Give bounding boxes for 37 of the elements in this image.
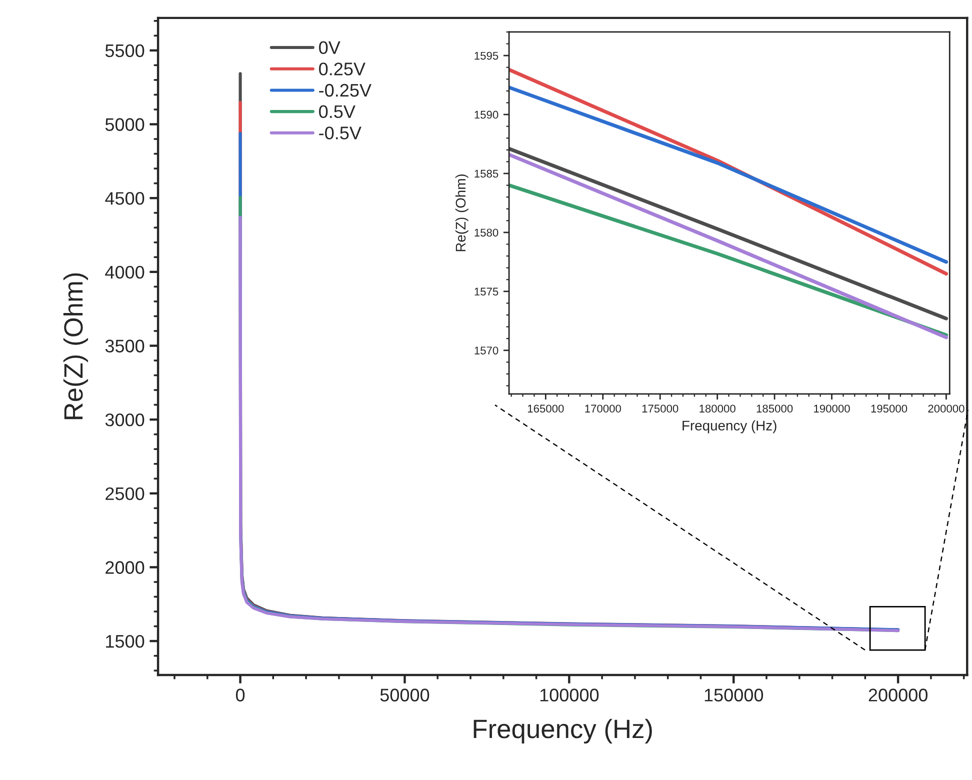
x-axis-title: Frequency (Hz): [474, 718, 652, 744]
legend-label: -0.25V: [319, 84, 372, 97]
y-tick-label: 1580: [474, 228, 498, 237]
x-tick-label: 170000: [585, 404, 621, 413]
y-tick-label: 1575: [474, 288, 498, 296]
x-tick-label: 100000: [540, 688, 599, 702]
legend-label: -0.5V: [319, 126, 362, 140]
x-tick-label: 50000: [380, 688, 430, 702]
x-tick-label: 150000: [704, 688, 764, 702]
y-tick-label: 1595: [474, 52, 498, 60]
y-tick-label: 5000: [105, 118, 144, 131]
x-tick-label: 200000: [928, 404, 964, 413]
y-tick-label: 3500: [105, 340, 144, 352]
legend-label: 0.5V: [319, 105, 356, 118]
y-tick-label: 3000: [105, 414, 144, 426]
x-tick-label: 175000: [642, 404, 678, 413]
y-tick-label: 1570: [474, 346, 498, 354]
y-tick-label: 1585: [474, 170, 498, 178]
y-tick-label: 1590: [474, 110, 498, 119]
x-tick-label: 195000: [871, 404, 908, 413]
x-tick-label: 165000: [528, 404, 564, 413]
y-tick-label: 2500: [106, 487, 144, 500]
x-tick-label: 185000: [756, 404, 793, 413]
legend-label: 0V: [319, 41, 340, 54]
x-tick-label: 200000: [868, 688, 928, 702]
y-tick-label: 4000: [105, 266, 144, 279]
legend-label: 0.25V: [319, 62, 366, 76]
y-axis-title: Re(Z) (Ohm): [63, 273, 88, 420]
y-tick-label: 5500: [105, 44, 144, 58]
y-axis-title: Re(Z) (Ohm): [455, 174, 468, 252]
x-tick-label: 0: [236, 688, 245, 702]
y-tick-label: 1500: [106, 634, 144, 648]
x-tick-label: 190000: [814, 404, 850, 413]
x-axis-title: Frequency (Hz): [682, 420, 776, 434]
x-tick-label: 180000: [700, 404, 736, 413]
y-tick-label: 4500: [105, 192, 144, 205]
y-tick-label: 2000: [106, 561, 144, 574]
